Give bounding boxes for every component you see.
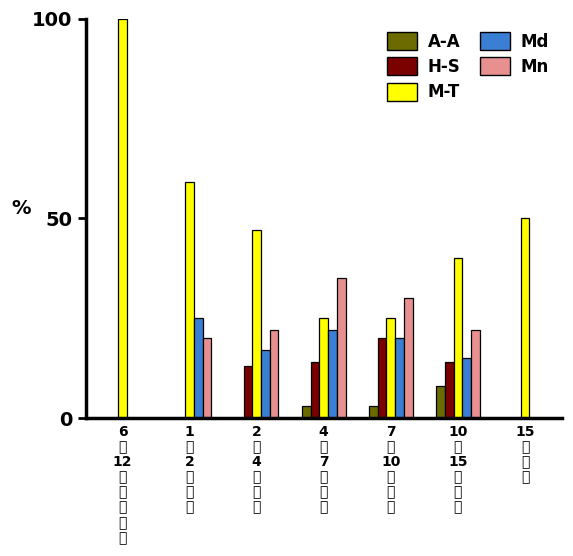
Bar <box>471 330 480 418</box>
Bar <box>404 299 413 418</box>
Bar <box>118 18 127 418</box>
Bar <box>395 338 404 418</box>
Bar <box>337 279 346 418</box>
Bar <box>244 366 252 418</box>
Bar <box>319 319 328 418</box>
Bar <box>252 230 261 418</box>
Y-axis label: %: % <box>11 200 30 219</box>
Bar <box>386 319 395 418</box>
Bar <box>194 319 203 418</box>
Bar <box>369 406 378 418</box>
Legend: A-A, H-S, M-T, Md, Mn: A-A, H-S, M-T, Md, Mn <box>382 27 554 106</box>
Bar <box>378 338 386 418</box>
Bar <box>203 338 211 418</box>
Bar <box>185 182 194 418</box>
Bar <box>270 330 278 418</box>
Bar <box>261 350 270 418</box>
Bar <box>462 358 471 418</box>
Bar <box>311 363 319 418</box>
Bar <box>302 406 311 418</box>
Bar <box>521 219 529 418</box>
Bar <box>328 330 337 418</box>
Bar <box>436 386 445 418</box>
Bar <box>445 363 454 418</box>
Bar <box>454 259 462 418</box>
